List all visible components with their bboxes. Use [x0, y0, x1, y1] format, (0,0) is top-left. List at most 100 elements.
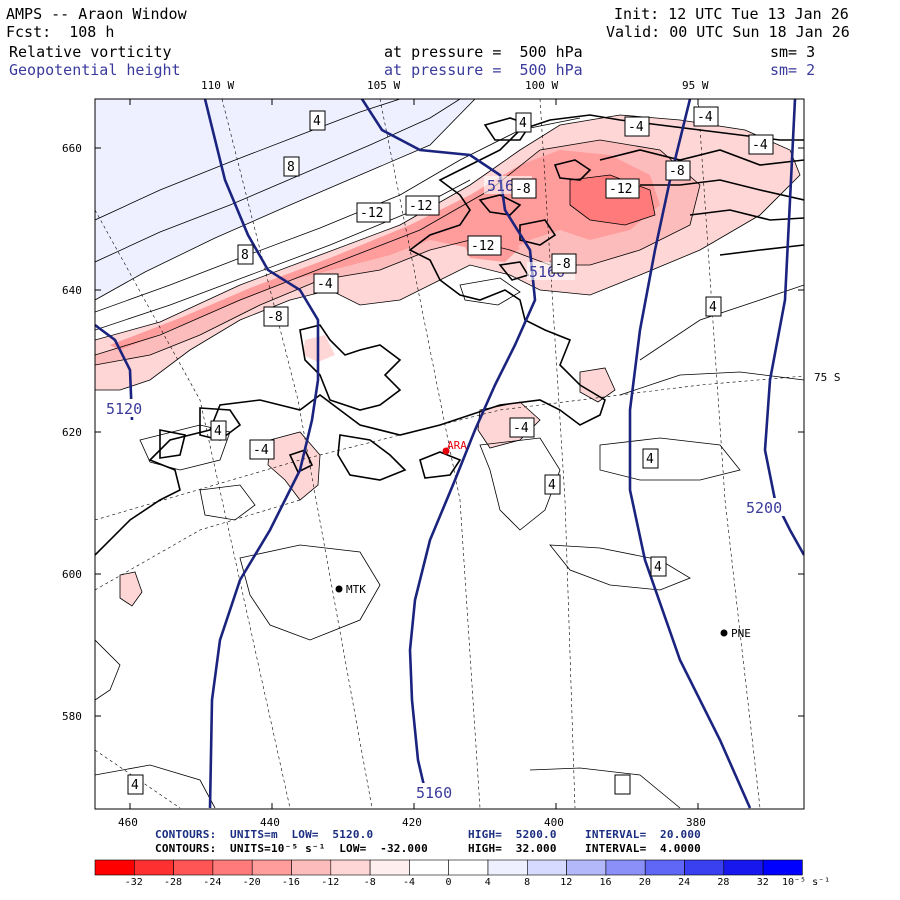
vorticity-label: 4 — [709, 300, 717, 315]
colorbar-tick-label: -16 — [281, 877, 300, 888]
vorticity-contour-info: CONTOURS: UNITS=10⁻⁵ s⁻¹ LOW= -32.000 — [155, 842, 428, 855]
y-tick-label: 600 — [62, 568, 82, 581]
vorticity-label: -4 — [628, 120, 644, 135]
y-ticks — [95, 147, 804, 717]
colorbar-tick-label: -28 — [164, 877, 183, 888]
colorbar-tick-label: -4 — [403, 877, 416, 888]
colorbar-tick-label: 20 — [638, 877, 651, 888]
colorbar-unit: 10⁻⁵ s⁻¹ — [782, 877, 830, 888]
colorbar-tick-label: 4 — [484, 877, 491, 888]
x-ticks — [129, 99, 699, 809]
negative-vorticity-area — [120, 572, 142, 606]
vorticity-label: -4 — [253, 443, 269, 458]
colorbar-swatch — [173, 859, 214, 876]
colorbar-swatch — [369, 859, 410, 876]
map-plot — [95, 99, 804, 809]
y-tick-label: 640 — [62, 284, 82, 297]
negative-vorticity-area — [478, 402, 540, 448]
vorticity-label: -4 — [513, 421, 529, 436]
height-contour-info: CONTOURS: UNITS=m LOW= 5120.0 — [155, 828, 374, 841]
lon-label: 95 W — [682, 79, 709, 92]
vorticity-label: -12 — [471, 239, 494, 254]
colorbar — [94, 859, 803, 876]
field1-smoothing: sm= 3 — [770, 43, 816, 61]
colorbar-swatch — [684, 859, 725, 876]
height-label: 5120 — [106, 400, 142, 418]
field2-level: at pressure = 500 hPa — [384, 61, 583, 79]
colorbar-swatch — [526, 859, 567, 876]
colorbar-tick-label: 24 — [678, 877, 691, 888]
y-tick-label: 580 — [62, 710, 82, 723]
x-tick-label: 420 — [402, 816, 422, 829]
height-label: 5160 — [416, 784, 452, 802]
colorbar-swatch — [644, 859, 685, 876]
height-contour-interval: INTERVAL= 20.000 — [585, 828, 701, 841]
colorbar-swatch — [409, 859, 449, 876]
app-title: AMPS -- Araon Window — [6, 5, 187, 23]
colorbar-swatch — [605, 859, 646, 876]
colorbar-swatch — [487, 859, 528, 876]
colorbar-tick-label: 8 — [524, 877, 531, 888]
y-tick-label: 660 — [62, 142, 82, 155]
colorbar-swatch — [212, 859, 253, 876]
lon-label: 105 W — [367, 79, 401, 92]
vorticity-label: -4 — [697, 110, 713, 125]
colorbar-swatch — [723, 859, 764, 876]
lat-lon-grid — [95, 99, 804, 809]
colorbar-swatch — [448, 859, 489, 876]
field1-name: Relative vorticity — [9, 43, 172, 61]
station-label: ARA — [447, 439, 467, 452]
colorbar-tick-label: 0 — [445, 877, 452, 888]
init-time: Init: 12 UTC Tue 13 Jan 26 — [614, 5, 849, 23]
vorticity-label: -12 — [409, 199, 432, 214]
valid-time: Valid: 00 UTC Sun 18 Jan 26 — [606, 23, 850, 41]
colorbar-swatch — [94, 859, 135, 876]
vorticity-label: 4 — [519, 116, 527, 131]
field2-smoothing: sm= 2 — [770, 61, 816, 79]
colorbar-tick-label: -24 — [203, 877, 222, 888]
colorbar-tick-label: -12 — [321, 877, 340, 888]
vorticity-labels: 4 4 4 4 4 4 4 4 8 8 -4 -4 -4 -4 -4 -8 -8… — [127, 106, 774, 795]
colorbar-tick-label: 28 — [717, 877, 730, 888]
field1-level: at pressure = 500 hPa — [384, 43, 583, 61]
x-tick-label: 400 — [544, 816, 564, 829]
vorticity-label: -8 — [555, 257, 571, 272]
plot-frame — [94, 98, 805, 810]
vorticity-label: -8 — [267, 310, 283, 325]
field2-name: Geopotential height — [9, 61, 181, 79]
vorticity-label: 8 — [241, 248, 249, 263]
station-label: MTK — [346, 583, 366, 596]
station-marker-mtk — [335, 585, 343, 593]
colorbar-tick-label: 32 — [756, 877, 769, 888]
vorticity-label: -4 — [317, 277, 333, 292]
forecast-hour: Fcst: 108 h — [6, 23, 115, 41]
colorbar-swatch — [566, 859, 607, 876]
x-tick-label: 380 — [686, 816, 706, 829]
vorticity-label: 4 — [214, 424, 222, 439]
vorticity-label: -8 — [669, 164, 685, 179]
lon-label: 110 W — [201, 79, 235, 92]
colorbar-tick-label: -20 — [242, 877, 261, 888]
geopotential-height-contours — [95, 99, 804, 809]
vorticity-label: 4 — [654, 560, 662, 575]
vorticity-contours — [95, 99, 804, 809]
colorbar-swatch — [291, 859, 332, 876]
vorticity-label: -12 — [609, 182, 632, 197]
vorticity-label: -8 — [515, 182, 531, 197]
colorbar-tick-label: 12 — [560, 877, 573, 888]
negative-vorticity-area — [110, 150, 660, 350]
lat-label: 75 S — [814, 371, 841, 384]
station-marker-pne — [720, 629, 728, 637]
colorbar-swatch — [251, 859, 292, 876]
vorticity-label: 4 — [313, 114, 321, 129]
station-label: PNE — [731, 627, 751, 640]
height-label: 5200 — [746, 499, 782, 517]
vorticity-label: -4 — [752, 138, 768, 153]
vorticity-contour-interval: INTERVAL= 4.0000 — [585, 842, 701, 855]
vorticity-label: 8 — [287, 160, 295, 175]
x-tick-label: 460 — [118, 816, 138, 829]
colorbar-tick-label: -8 — [363, 877, 376, 888]
y-tick-label: 620 — [62, 426, 82, 439]
